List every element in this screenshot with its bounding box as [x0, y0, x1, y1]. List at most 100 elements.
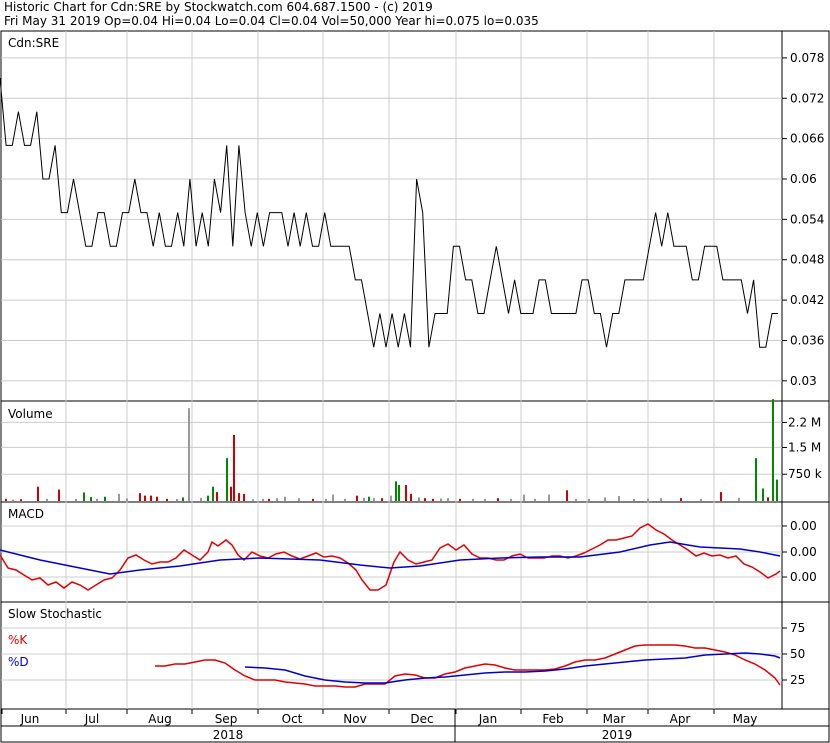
- macd-line: [0, 523, 781, 591]
- chart-frame: [0, 30, 830, 743]
- volume-bar: [298, 498, 300, 501]
- volume-bar: [144, 495, 146, 501]
- stoch-d-line: [244, 652, 781, 684]
- volume-bar: [534, 498, 536, 501]
- stoch-tick-label: 25: [790, 673, 805, 687]
- volume-bar: [755, 458, 757, 501]
- volume-bar: [156, 496, 158, 501]
- volume-bar: [373, 498, 375, 501]
- volume-bar: [459, 498, 461, 501]
- stoch-tick-label: 75: [790, 621, 805, 635]
- volume-bar: [523, 494, 525, 501]
- volume-bar: [200, 497, 202, 501]
- volume-bar: [762, 488, 764, 501]
- volume-bar: [238, 493, 240, 501]
- volume-tick-label: 750 k: [788, 467, 822, 481]
- volume-bar: [633, 498, 635, 501]
- price-tick-label: 0.072: [790, 91, 824, 105]
- volume-bar: [46, 498, 48, 501]
- x-tick-label: Nov: [343, 712, 366, 726]
- price-tick-label: 0.054: [790, 212, 824, 226]
- volume-bar: [618, 496, 620, 501]
- volume-bar: [37, 486, 39, 501]
- volume-bar: [440, 498, 442, 501]
- volume-bar: [207, 495, 209, 501]
- volume-bar: [647, 498, 649, 501]
- price-line: [0, 78, 779, 348]
- x-tick-label: Jan: [478, 712, 498, 726]
- x-tick-label: Jun: [20, 712, 40, 726]
- volume-bar: [96, 498, 98, 501]
- macd-panel: [0, 523, 781, 591]
- volume-bar: [424, 498, 426, 501]
- volume-bar: [188, 408, 190, 501]
- volume-bar: [150, 495, 152, 501]
- volume-bar: [680, 498, 682, 501]
- volume-bar: [226, 458, 228, 501]
- stochastic-panel-title: Slow Stochastic: [8, 607, 102, 621]
- volume-bar: [772, 399, 774, 501]
- volume-bar: [720, 492, 722, 501]
- volume-bar: [566, 490, 568, 501]
- volume-bar: [332, 494, 334, 501]
- volume-bar: [410, 493, 412, 501]
- volume-bar: [447, 498, 449, 501]
- stoch-k-line: [155, 644, 781, 688]
- volume-bar: [216, 492, 218, 501]
- volume-bar: [660, 498, 662, 501]
- x-tick-label: Mar: [603, 712, 626, 726]
- year-label: 2018: [213, 728, 244, 742]
- volume-bar: [604, 497, 606, 501]
- price-tick-label: 0.06: [790, 172, 817, 186]
- volume-bar: [252, 499, 254, 501]
- price-panel-title: Cdn:SRE: [8, 36, 59, 50]
- price-tick-label: 0.066: [790, 132, 824, 146]
- macd-tick-label: 0.00: [790, 545, 817, 559]
- volume-bar: [233, 434, 235, 501]
- y-tick-labels: 0.078 0.072 0.066 0.06 0.054 0.048 0.042 0.036 0…: [788, 51, 824, 687]
- volume-bar: [12, 499, 14, 501]
- volume-bar: [472, 498, 474, 501]
- volume-bar: [510, 498, 512, 501]
- volume-bar: [182, 497, 184, 501]
- stochastic-panel: [155, 644, 781, 688]
- volume-bar: [90, 497, 92, 501]
- volume-bar: [398, 484, 400, 501]
- volume-bar: [356, 495, 358, 501]
- x-tick-label: Aug: [148, 712, 171, 726]
- volume-bar: [312, 498, 314, 501]
- x-tick-label: May: [733, 712, 758, 726]
- volume-bar: [344, 498, 346, 501]
- stoch-tick-label: 50: [790, 647, 805, 661]
- volume-panel-title: Volume: [8, 407, 53, 421]
- volume-bar: [381, 498, 383, 501]
- volume-bar: [588, 498, 590, 501]
- volume-bar: [262, 498, 264, 501]
- chart-grid: [1, 31, 787, 714]
- volume-bar: [126, 498, 128, 501]
- price-tick-label: 0.078: [790, 51, 824, 65]
- volume-bar: [497, 498, 499, 501]
- volume-bar: [243, 493, 245, 501]
- volume-bar: [83, 492, 85, 501]
- macd-tick-label: 0.00: [790, 519, 817, 533]
- legend-d: %D: [8, 655, 29, 669]
- volume-bar: [548, 494, 550, 501]
- volume-bar: [284, 496, 286, 501]
- x-tick-label: Dec: [410, 712, 433, 726]
- signal-line: [0, 541, 781, 575]
- volume-bar: [432, 498, 434, 501]
- volume-bar: [118, 493, 120, 501]
- volume-bar: [395, 481, 397, 501]
- volume-bar: [363, 497, 365, 501]
- volume-bar: [104, 496, 106, 501]
- volume-bar: [176, 498, 178, 501]
- legend-k: %K: [8, 633, 28, 647]
- volume-bar: [418, 497, 420, 501]
- volume-bar: [75, 498, 77, 501]
- macd-tick-label: 0.00: [790, 570, 817, 584]
- volume-bar: [20, 499, 22, 501]
- volume-bar: [58, 489, 60, 501]
- chart-header-title: Historic Chart for Cdn:SRE by Stockwatch…: [4, 0, 433, 14]
- x-tick-label: Sep: [215, 712, 238, 726]
